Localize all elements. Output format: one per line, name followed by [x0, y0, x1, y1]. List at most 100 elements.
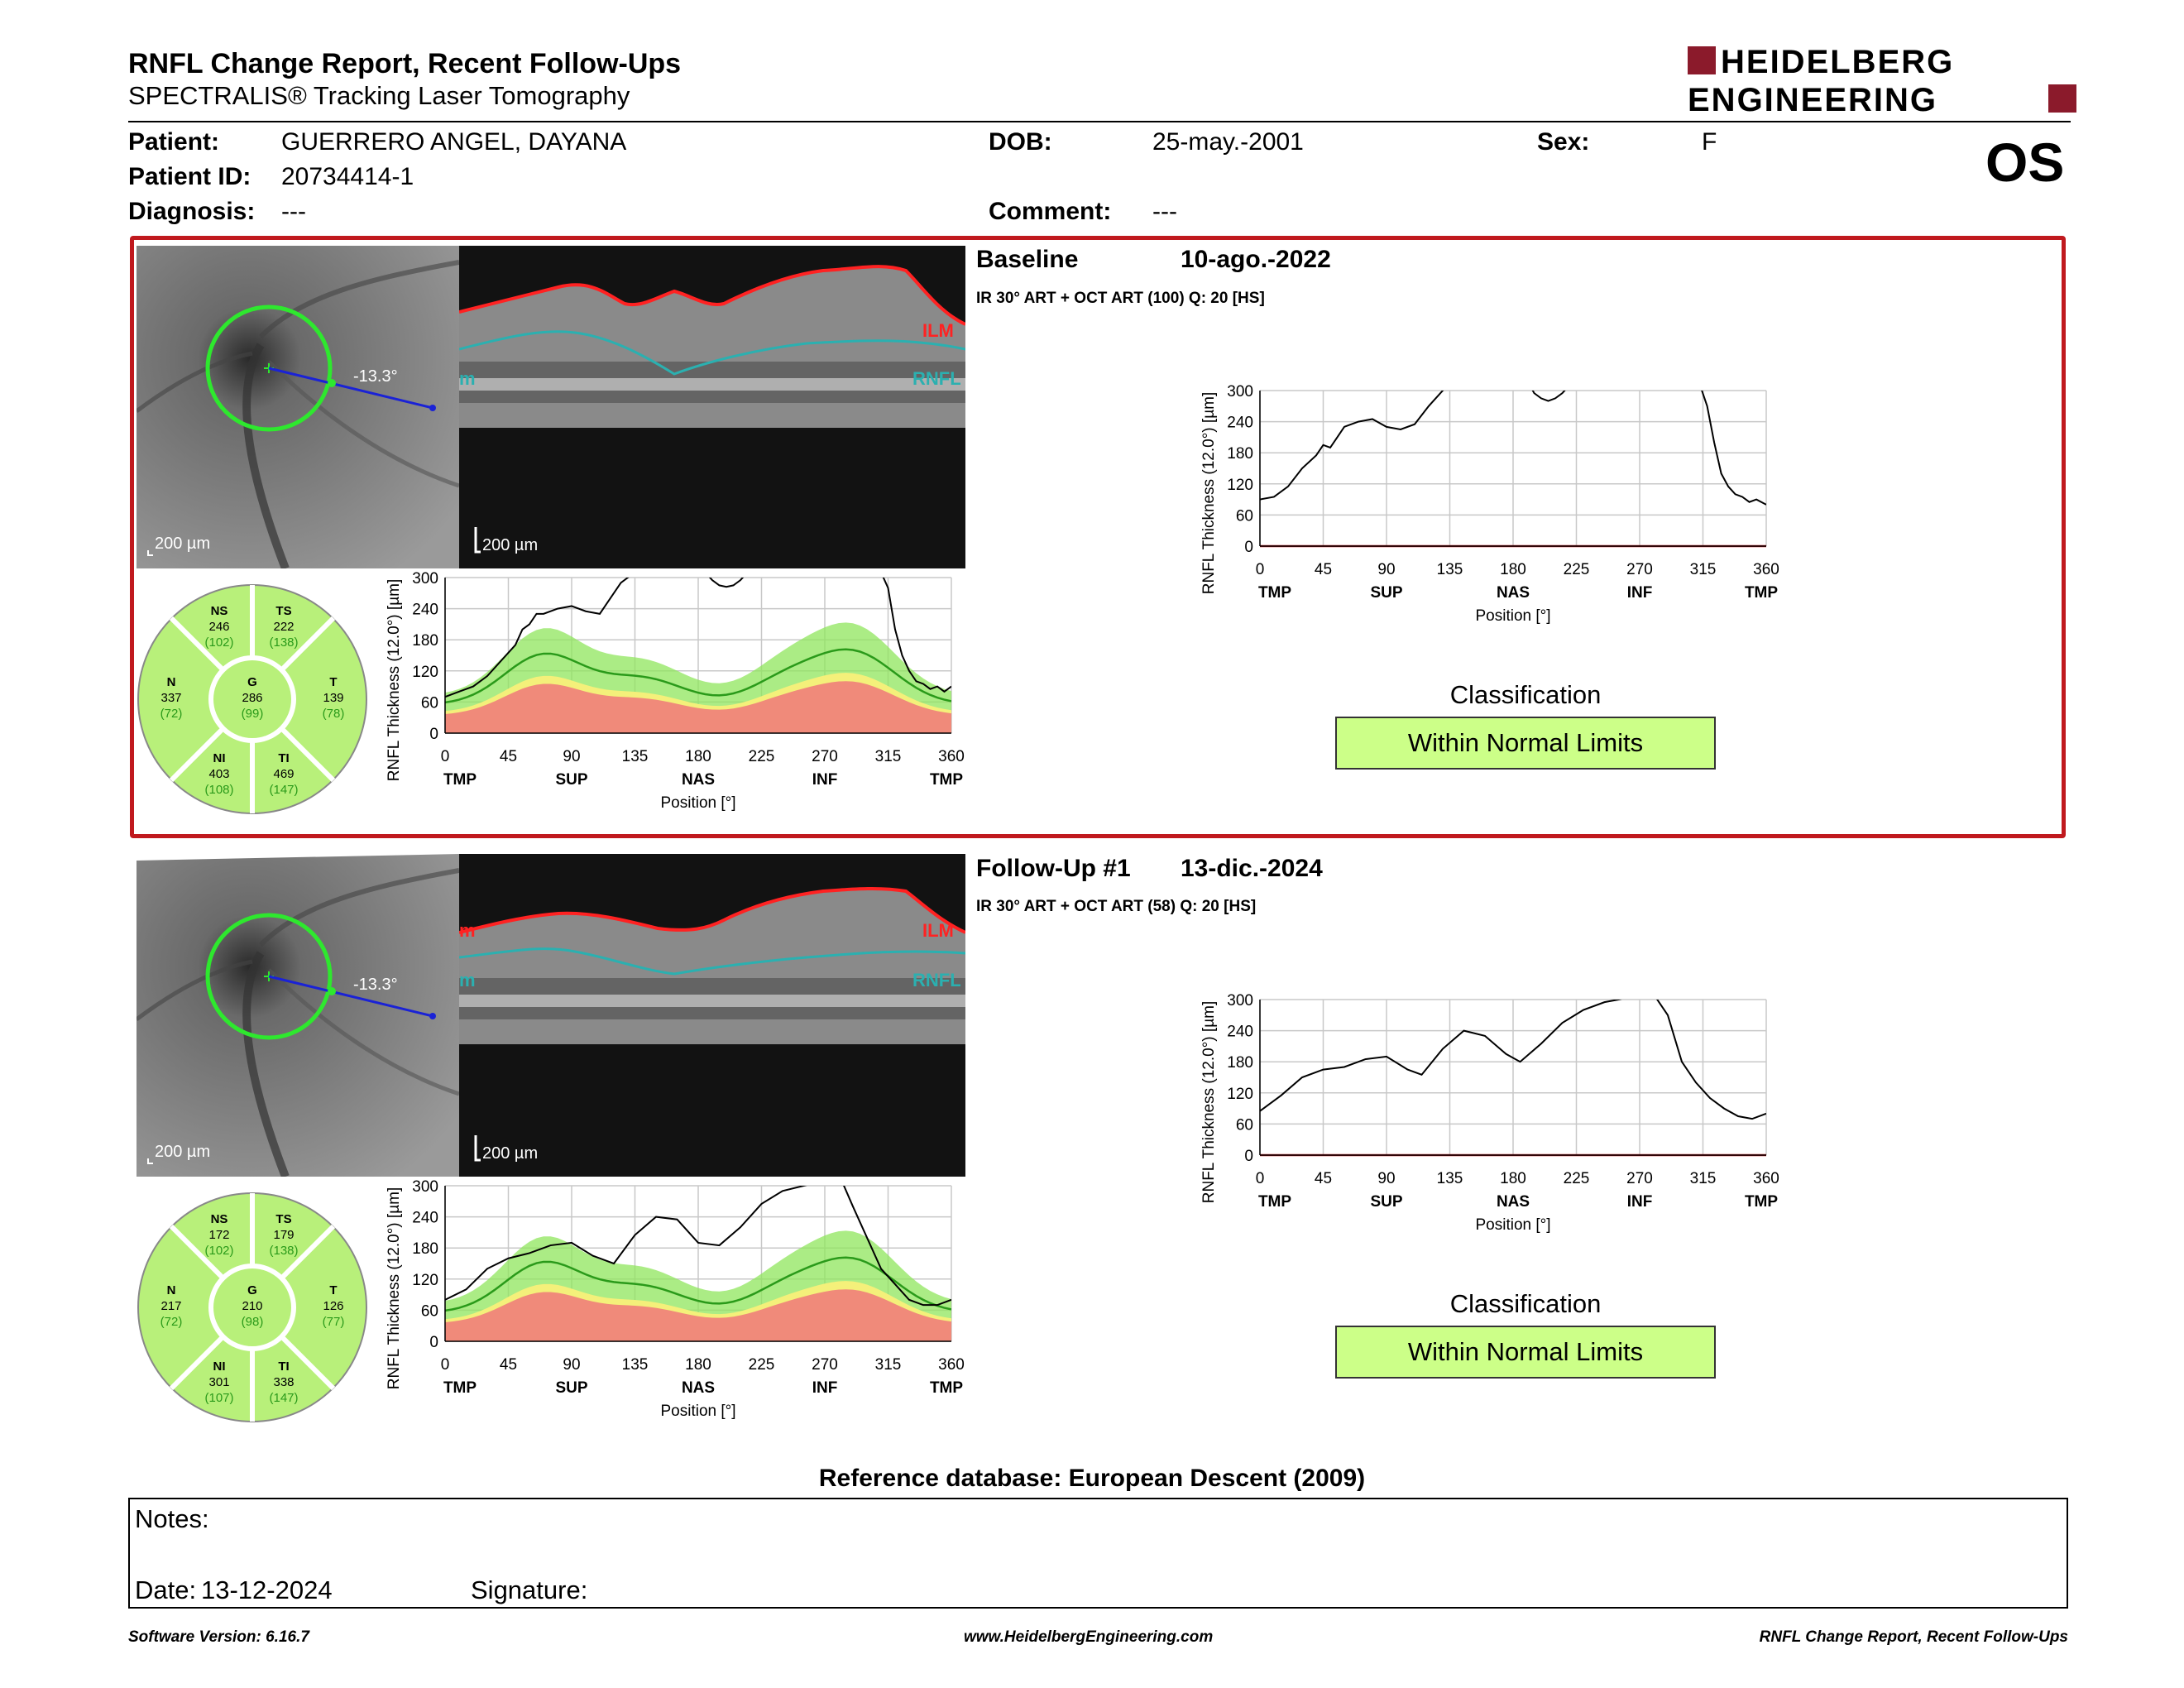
baseline-sector-ns-ref: (102): [204, 635, 233, 650]
sector-label: TMP: [443, 771, 477, 789]
x-tick-label: 225: [1564, 1170, 1590, 1187]
followup-sector-g-value: 210: [242, 1299, 262, 1313]
heidelberg-logo: HEIDELBERG ENGINEERING: [1688, 46, 2076, 114]
x-tick-label: 225: [1564, 561, 1590, 578]
y-tick-label: 180: [1227, 1054, 1253, 1072]
y-tick-label: 120: [1227, 477, 1253, 494]
sector-label: TMP: [443, 1379, 477, 1397]
baseline-sector-ts-value: 222: [273, 620, 294, 634]
y-tick-label: 60: [421, 694, 438, 712]
baseline-oct-scale: 200 µm: [482, 536, 538, 554]
baseline-sector-ni-value: 403: [208, 767, 229, 781]
x-tick-label: 90: [563, 1356, 580, 1374]
y-tick-label: 240: [412, 1210, 438, 1227]
y-axis-label: RNFL Thickness (12.0°) [µm]: [386, 579, 403, 782]
x-tick-label: 270: [812, 1356, 838, 1374]
x-tick-label: 315: [1690, 561, 1717, 578]
baseline-oct-bscan: ILM RNFL m 200 µm: [459, 246, 965, 568]
footer-url[interactable]: www.HeidelbergEngineering.com: [964, 1628, 1214, 1646]
x-tick-label: 90: [1377, 1170, 1395, 1187]
followup-sector-ti-label: TI: [278, 1360, 289, 1374]
thickness-line-1: [882, 578, 951, 693]
x-tick-label: 45: [1315, 561, 1332, 578]
y-tick-label: 240: [1227, 415, 1253, 432]
followup-sector-ts-value: 179: [273, 1228, 294, 1242]
y-tick-label: 60: [1236, 1116, 1253, 1134]
baseline-sector-ns-value: 246: [208, 620, 229, 634]
x-tick-label: 45: [500, 1356, 517, 1374]
y-tick-label: 300: [412, 570, 438, 587]
followup-oct-left-rnfl-label: m: [459, 970, 476, 990]
followup-sector-t-ref: (77): [323, 1315, 345, 1329]
thickness-line-1: [1531, 391, 1566, 402]
followup-ilm-label: ILM: [922, 920, 954, 941]
sector-label: NAS: [1497, 584, 1530, 602]
sector-label: TMP: [930, 771, 963, 789]
baseline-sector-map: NS 246 (102) TS 222 (138) N 337 (72) G 2…: [137, 584, 367, 814]
y-tick-label: 60: [1236, 507, 1253, 525]
followup-oct-left-ilm-label: m: [459, 920, 476, 941]
x-tick-label: 315: [875, 748, 902, 765]
baseline-sector-ni-ref: (108): [204, 783, 233, 797]
thickness-line-0: [445, 1186, 951, 1307]
x-axis-label: Position [°]: [1475, 607, 1550, 625]
y-tick-label: 120: [412, 664, 438, 681]
thickness-line-0: [1260, 1000, 1766, 1120]
x-tick-label: 180: [1500, 561, 1526, 578]
comment-value: ---: [1152, 198, 1177, 225]
followup-angle: -13.3°: [353, 976, 398, 994]
diagnosis-label: Diagnosis:: [128, 198, 256, 225]
thickness-line-2: [708, 578, 745, 588]
y-tick-label: 300: [412, 1178, 438, 1196]
y-tick-label: 300: [1227, 992, 1253, 1009]
x-tick-label: 270: [1626, 1170, 1653, 1187]
baseline-rnfl-label: RNFL: [912, 368, 961, 389]
y-tick-label: 120: [1227, 1086, 1253, 1103]
sector-label: NAS: [682, 1379, 715, 1397]
followup-sector-ns-ref: (102): [204, 1244, 233, 1258]
followup-sector-map: NS 172 (102) TS 179 (138) N 217 (72) G 2…: [137, 1192, 367, 1422]
baseline-classification-badge: Within Normal Limits: [1335, 717, 1716, 770]
sector-label: SUP: [1370, 584, 1402, 602]
x-axis-label: Position [°]: [1475, 1216, 1550, 1234]
baseline-sector-t-value: 139: [323, 691, 343, 705]
x-tick-label: 90: [563, 748, 580, 765]
eye-label: OS: [1985, 132, 2065, 193]
report-title: RNFL Change Report, Recent Follow-Ups: [128, 48, 682, 79]
x-tick-label: 180: [1500, 1170, 1526, 1187]
followup-date: 13-dic.-2024: [1181, 855, 1323, 882]
normative-bands: [445, 1230, 951, 1341]
band-outside: [445, 681, 951, 733]
y-tick-label: 180: [412, 1240, 438, 1258]
dob-value: 25-may.-2001: [1152, 128, 1304, 156]
notes-box[interactable]: Notes: Date: 13-12-2024 Signature:: [128, 1498, 2068, 1609]
sector-label: SUP: [1370, 1193, 1402, 1211]
x-tick-label: 270: [812, 748, 838, 765]
baseline-sector-g-value: 286: [242, 691, 262, 705]
followup-rnfl-label: RNFL: [912, 970, 961, 990]
comment-label: Comment:: [989, 198, 1112, 225]
baseline-sector-ti-label: TI: [278, 751, 289, 765]
sector-label: TMP: [1745, 584, 1778, 602]
sex-value: F: [1702, 128, 1717, 156]
x-tick-label: 360: [938, 748, 965, 765]
baseline-sector-n-label: N: [167, 675, 176, 689]
header-divider: [128, 121, 2071, 122]
baseline-ilm-label: ILM: [922, 320, 954, 341]
baseline-classification-title: Classification: [1449, 680, 1602, 709]
sector-label: TMP: [1258, 1193, 1291, 1211]
x-tick-label: 135: [1437, 1170, 1463, 1187]
y-axis-label: RNFL Thickness (12.0°) [µm]: [1200, 392, 1218, 595]
y-tick-label: 0: [429, 726, 438, 743]
baseline-sector-ts-label: TS: [275, 604, 291, 618]
x-axis-label: Position [°]: [660, 1403, 735, 1420]
followup-sector-n-ref: (72): [160, 1315, 183, 1329]
followup-sector-ni-ref: (107): [204, 1391, 233, 1405]
followup-small-thickness-chart: 0 60 120 180 240 300 0 45 90 135 180 225 270 315 360 TM…: [386, 1178, 965, 1420]
baseline-small-thickness-chart: 0 60 120 180 240 300 0 45 90 135 180 225 270 315 360 TM…: [386, 570, 965, 812]
sector-label: TMP: [1745, 1193, 1778, 1211]
x-tick-label: 360: [1753, 561, 1779, 578]
followup-sector-ns-value: 172: [208, 1228, 229, 1242]
thickness-line-0: [445, 578, 630, 698]
baseline-sector-ti-ref: (147): [269, 783, 298, 797]
